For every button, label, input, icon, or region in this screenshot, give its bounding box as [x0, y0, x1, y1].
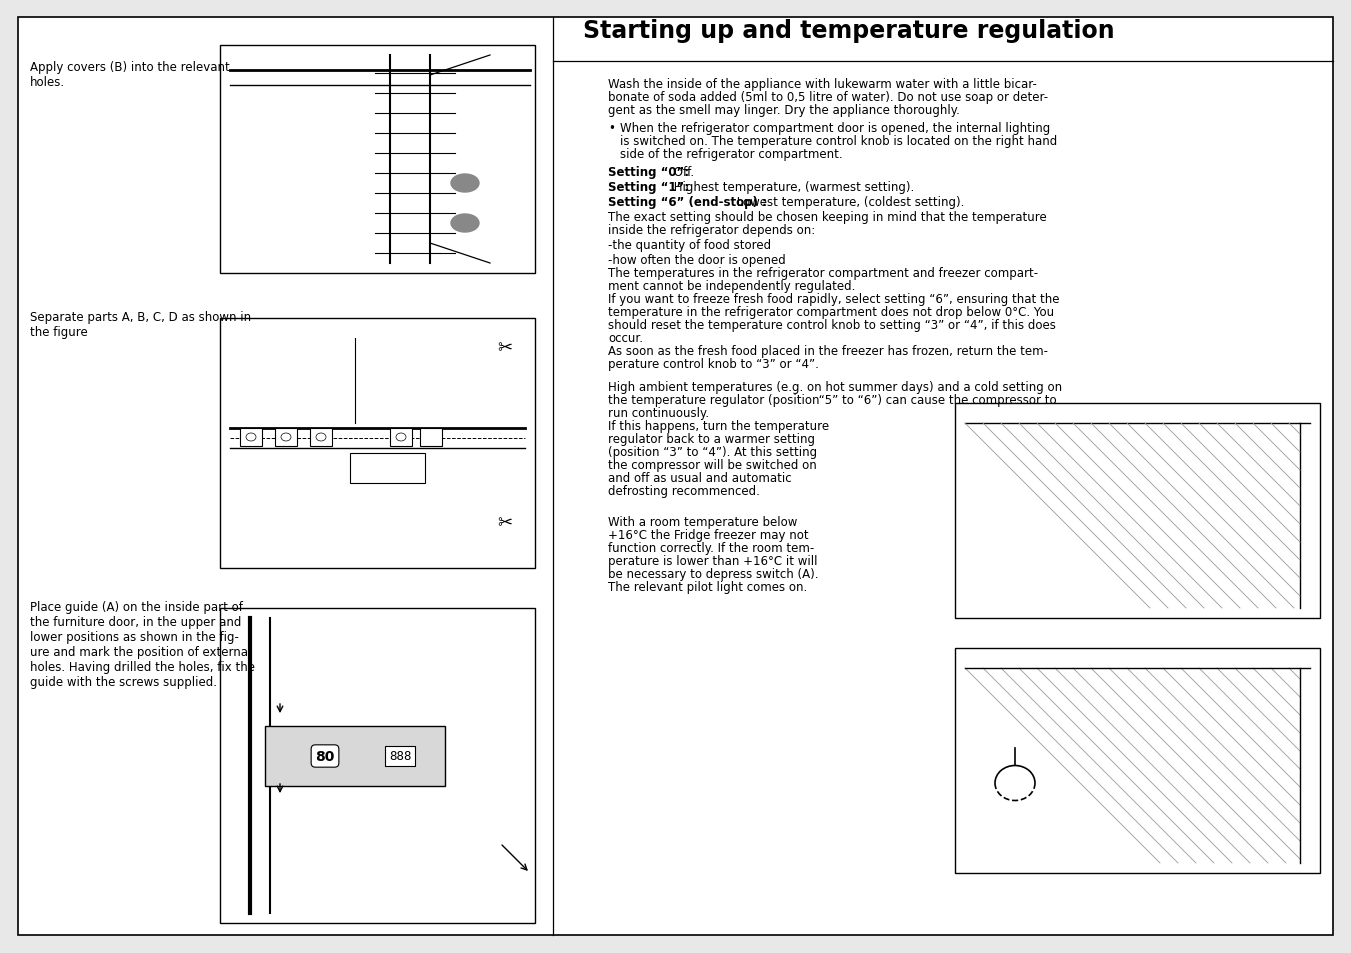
- Text: Starting up and temperature regulation: Starting up and temperature regulation: [584, 19, 1115, 43]
- Text: Wash the inside of the appliance with lukewarm water with a little bicar-: Wash the inside of the appliance with lu…: [608, 78, 1036, 91]
- Bar: [420, 429, 442, 447]
- Text: -the quantity of food stored: -the quantity of food stored: [608, 239, 771, 252]
- Ellipse shape: [451, 214, 480, 233]
- Text: If you want to freeze fresh food rapidly, select setting “6”, ensuring that the: If you want to freeze fresh food rapidly…: [608, 293, 1059, 306]
- Text: When the refrigerator compartment door is opened, the internal lighting: When the refrigerator compartment door i…: [620, 122, 1050, 135]
- Bar: [955, 403, 1320, 618]
- Text: run continuously.: run continuously.: [608, 407, 709, 419]
- Text: +16°C the Fridge freezer may not: +16°C the Fridge freezer may not: [608, 529, 809, 541]
- Text: Setting “1”:: Setting “1”:: [608, 181, 689, 193]
- Text: is switched on. The temperature control knob is located on the right hand: is switched on. The temperature control …: [620, 135, 1058, 148]
- Text: The exact setting should be chosen keeping in mind that the temperature: The exact setting should be chosen keepi…: [608, 211, 1047, 224]
- Text: -how often the door is opened: -how often the door is opened: [608, 253, 786, 267]
- Text: the compressor will be switched on: the compressor will be switched on: [608, 458, 817, 472]
- Text: •: •: [608, 122, 615, 135]
- Bar: [350, 454, 426, 483]
- Ellipse shape: [246, 434, 255, 441]
- Text: regulator back to a warmer setting: regulator back to a warmer setting: [608, 433, 815, 446]
- Text: perature is lower than +16°C it will: perature is lower than +16°C it will: [608, 555, 817, 567]
- Text: ment cannot be independently regulated.: ment cannot be independently regulated.: [608, 280, 855, 293]
- Text: ✂: ✂: [497, 514, 512, 532]
- Text: bonate of soda added (5ml to 0,5 litre of water). Do not use soap or deter-: bonate of soda added (5ml to 0,5 litre o…: [608, 91, 1048, 104]
- Bar: [220, 608, 535, 923]
- Text: High ambient temperatures (e.g. on hot summer days) and a cold setting on: High ambient temperatures (e.g. on hot s…: [608, 380, 1062, 394]
- Text: As soon as the fresh food placed in the freezer has frozen, return the tem-: As soon as the fresh food placed in the …: [608, 345, 1048, 357]
- Text: Off.: Off.: [670, 166, 694, 179]
- Text: With a room temperature below: With a room temperature below: [608, 516, 797, 529]
- Text: Separate parts A, B, C, D as shown in
the figure: Separate parts A, B, C, D as shown in th…: [30, 311, 251, 338]
- Ellipse shape: [396, 434, 407, 441]
- Text: temperature in the refrigerator compartment does not drop below 0°C. You: temperature in the refrigerator compartm…: [608, 306, 1054, 318]
- Bar: [220, 46, 535, 274]
- Text: Lowest temperature, (coldest setting).: Lowest temperature, (coldest setting).: [732, 195, 965, 209]
- Text: Apply covers (B) into the relevant
holes.: Apply covers (B) into the relevant holes…: [30, 61, 230, 89]
- Text: (position “3” to “4”). At this setting: (position “3” to “4”). At this setting: [608, 446, 817, 458]
- Text: gent as the smell may linger. Dry the appliance thoroughly.: gent as the smell may linger. Dry the ap…: [608, 104, 959, 117]
- Ellipse shape: [451, 174, 480, 193]
- Text: be necessary to depress switch (A).: be necessary to depress switch (A).: [608, 567, 819, 580]
- Bar: [265, 726, 444, 786]
- Text: function correctly. If the room tem-: function correctly. If the room tem-: [608, 541, 815, 555]
- Text: 888: 888: [389, 750, 411, 762]
- Text: and off as usual and automatic: and off as usual and automatic: [608, 472, 792, 484]
- Text: The temperatures in the refrigerator compartment and freezer compart-: The temperatures in the refrigerator com…: [608, 267, 1038, 280]
- Bar: [240, 429, 262, 447]
- Text: Place guide (A) on the inside part of
the furniture door, in the upper and
lower: Place guide (A) on the inside part of th…: [30, 600, 255, 688]
- Text: occur.: occur.: [608, 332, 643, 345]
- Bar: [220, 318, 535, 568]
- Ellipse shape: [316, 434, 326, 441]
- Bar: [955, 648, 1320, 873]
- Text: Setting “0”:: Setting “0”:: [608, 166, 689, 179]
- Text: perature control knob to “3” or “4”.: perature control knob to “3” or “4”.: [608, 357, 819, 371]
- Text: defrosting recommenced.: defrosting recommenced.: [608, 484, 759, 497]
- Bar: [390, 429, 412, 447]
- Ellipse shape: [281, 434, 290, 441]
- Text: side of the refrigerator compartment.: side of the refrigerator compartment.: [620, 148, 843, 161]
- Text: 80: 80: [315, 749, 335, 763]
- Text: inside the refrigerator depends on:: inside the refrigerator depends on:: [608, 224, 815, 236]
- Bar: [309, 429, 332, 447]
- Text: If this happens, turn the temperature: If this happens, turn the temperature: [608, 419, 830, 433]
- Text: the temperature regulator (position“5” to “6”) can cause the compressor to: the temperature regulator (position“5” t…: [608, 394, 1056, 407]
- Text: Setting “6” (end-stop) :: Setting “6” (end-stop) :: [608, 195, 767, 209]
- Text: Highest temperature, (warmest setting).: Highest temperature, (warmest setting).: [670, 181, 915, 193]
- Text: should reset the temperature control knob to setting “3” or “4”, if this does: should reset the temperature control kno…: [608, 318, 1056, 332]
- Text: The relevant pilot light comes on.: The relevant pilot light comes on.: [608, 580, 808, 594]
- Text: ✂: ✂: [497, 338, 512, 356]
- Bar: [276, 429, 297, 447]
